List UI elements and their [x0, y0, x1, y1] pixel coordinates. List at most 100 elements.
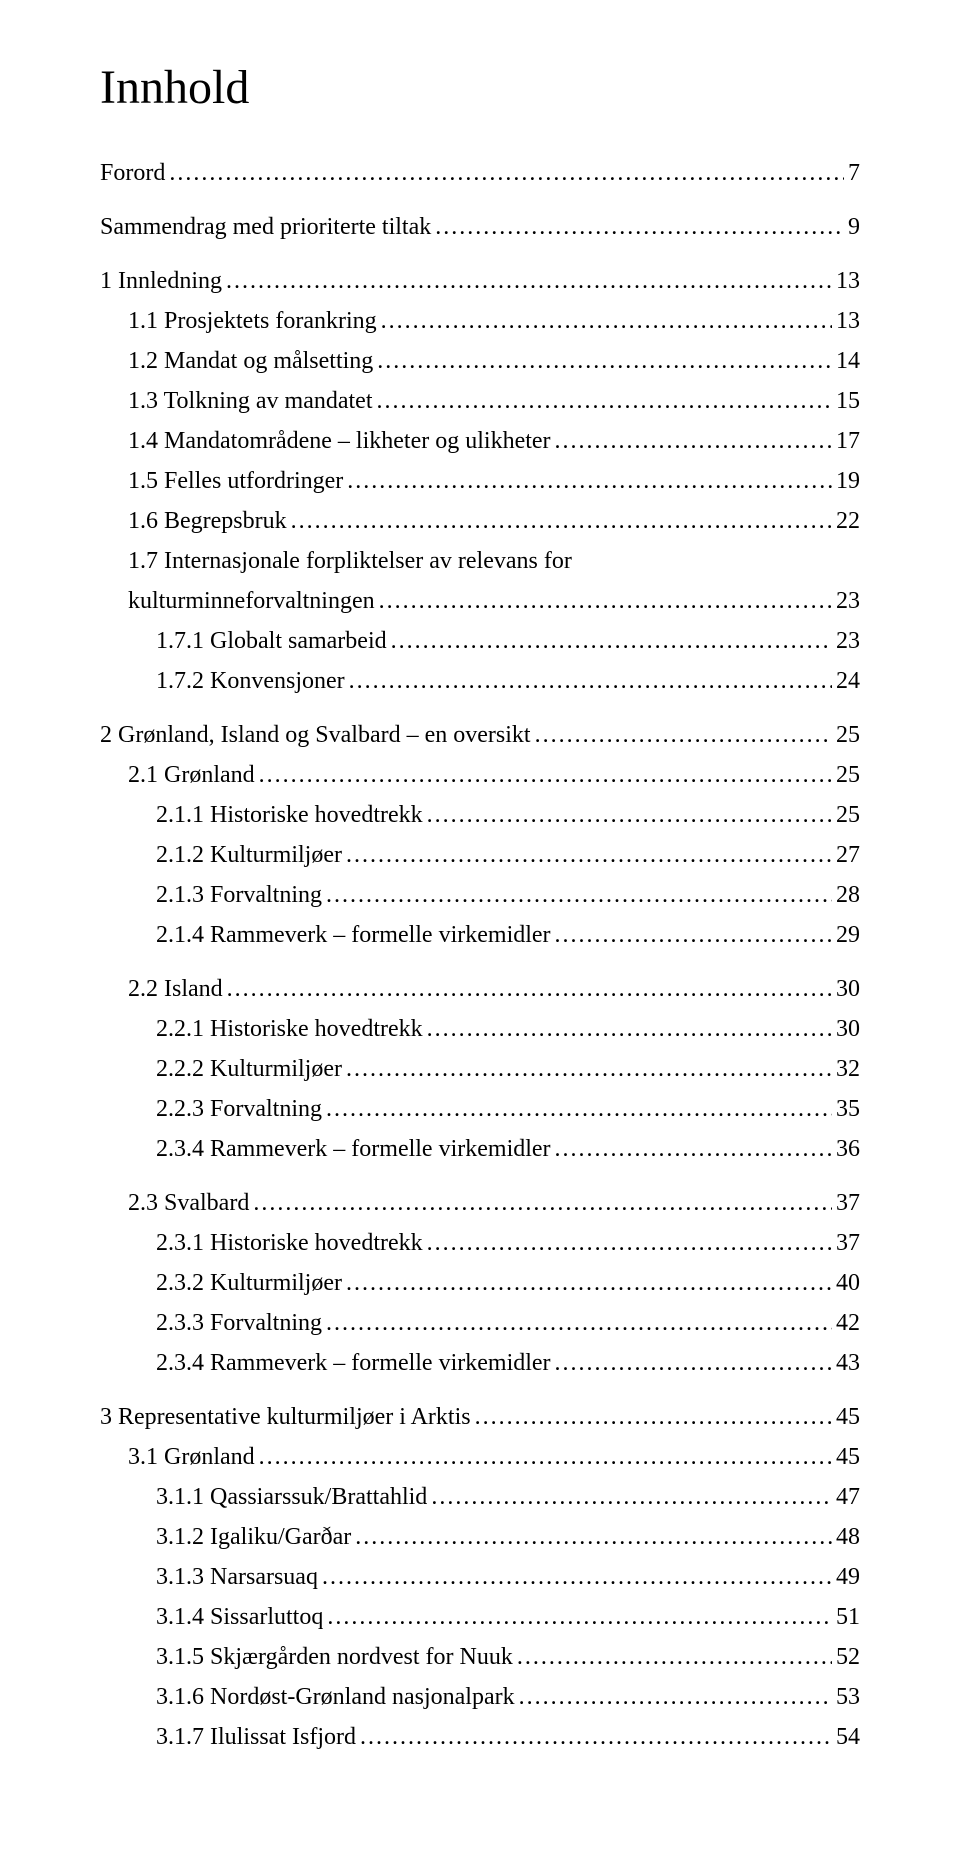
toc-leader-dots: [226, 263, 832, 299]
toc-entry: 2.1.1 Historiske hovedtrekk25: [156, 797, 860, 833]
toc-entry: 2.2.3 Forvaltning 35: [156, 1091, 860, 1127]
toc-entry-page: 52: [836, 1639, 860, 1675]
toc-leader-dots: [322, 1559, 832, 1595]
toc-entry-page: 36: [836, 1131, 860, 1167]
toc-entry: 2.1.4 Rammeverk – formelle virkemidler 29: [156, 917, 860, 953]
toc-entry-label: Sammendrag med prioriterte tiltak: [100, 209, 431, 245]
toc-entry: 1.5 Felles utfordringer19: [128, 463, 860, 499]
toc-entry-label: 2.1.2 Kulturmiljøer: [156, 837, 342, 873]
toc-leader-dots: [535, 717, 832, 753]
toc-entry-page: 23: [836, 583, 860, 619]
toc-entry-label: 1 Innledning: [100, 263, 222, 299]
toc-entry: 3.1.7 Ilulissat Isfjord54: [156, 1719, 860, 1755]
toc-leader-dots: [326, 1305, 832, 1341]
toc-entry-page: 43: [836, 1345, 860, 1381]
toc-entry-page: 32: [836, 1051, 860, 1087]
toc-entry: 2.3.4 Rammeverk – formelle virkemidler43: [156, 1345, 860, 1381]
toc-entry-label: 3.1.1 Qassiarssuk/Brattahlid: [156, 1479, 427, 1515]
toc-leader-dots: [517, 1639, 832, 1675]
table-of-contents: Forord7 Sammendrag med prioriterte tiltak…: [100, 155, 860, 1755]
toc-entry-label: 3.1.4 Sissarluttoq: [156, 1599, 323, 1635]
toc-entry: 3.1.6 Nordøst-Grønland nasjonalpark53: [156, 1679, 860, 1715]
toc-entry: 1.7.2 Konvensjoner24: [156, 663, 860, 699]
toc-entry: 3.1.3 Narsarsuaq 49: [156, 1559, 860, 1595]
toc-leader-dots: [427, 1011, 832, 1047]
toc-entry: kulturminneforvaltningen 23: [128, 583, 860, 619]
toc-leader-dots: [427, 797, 832, 833]
toc-leader-dots: [427, 1225, 832, 1261]
toc-leader-dots: [291, 503, 832, 539]
toc-entry: 2 Grønland, Island og Svalbard – en over…: [100, 717, 860, 753]
toc-entry-page: 35: [836, 1091, 860, 1127]
toc-entry: 3.1.2 Igaliku/Garðar48: [156, 1519, 860, 1555]
toc-entry-page: 24: [836, 663, 860, 699]
toc-entry-page: 51: [836, 1599, 860, 1635]
toc-entry: 3.1.1 Qassiarssuk/Brattahlid47: [156, 1479, 860, 1515]
toc-leader-dots: [169, 155, 844, 191]
toc-entry: 3 Representative kulturmiljøer i Arktis4…: [100, 1399, 860, 1435]
toc-entry-label: 2.3.1 Historiske hovedtrekk: [156, 1225, 423, 1261]
toc-entry: 2.3.3 Forvaltning42: [156, 1305, 860, 1341]
toc-entry-label: 1.6 Begrepsbruk: [128, 503, 287, 539]
toc-entry-page: 27: [836, 837, 860, 873]
toc-entry-page: 25: [836, 717, 860, 753]
toc-entry: 2.1.2 Kulturmiljøer 27: [156, 837, 860, 873]
toc-entry: 1.7.1 Globalt samarbeid23: [156, 623, 860, 659]
toc-entry-label: 3.1 Grønland: [128, 1439, 255, 1475]
toc-entry: 1 Innledning 13: [100, 263, 860, 299]
toc-entry-label: 3.1.2 Igaliku/Garðar: [156, 1519, 351, 1555]
document-page: Innhold Forord7 Sammendrag med prioritert…: [0, 0, 960, 1819]
toc-leader-dots: [555, 917, 832, 953]
toc-entry-label: 2.2 Island: [128, 971, 223, 1007]
toc-leader-dots: [253, 1185, 832, 1221]
toc-leader-dots: [377, 383, 833, 419]
toc-leader-dots: [346, 1265, 832, 1301]
toc-entry: 2.3.2 Kulturmiljøer40: [156, 1265, 860, 1301]
toc-entry-label: 2.3.4 Rammeverk – formelle virkemidler: [156, 1131, 551, 1167]
toc-leader-dots: [379, 583, 832, 619]
toc-entry-page: 13: [836, 263, 860, 299]
toc-entry: 2.1.3 Forvaltning28: [156, 877, 860, 913]
toc-entry: 2.1 Grønland25: [128, 757, 860, 793]
toc-entry: 2.2 Island30: [128, 971, 860, 1007]
toc-leader-dots: [259, 757, 832, 793]
toc-entry: 3.1.4 Sissarluttoq 51: [156, 1599, 860, 1635]
toc-entry-page: 25: [836, 797, 860, 833]
toc-leader-dots: [555, 423, 832, 459]
toc-entry-label: 2.1.4 Rammeverk – formelle virkemidler: [156, 917, 551, 953]
toc-entry-page: 54: [836, 1719, 860, 1755]
toc-leader-dots: [259, 1439, 832, 1475]
toc-entry-page: 9: [848, 209, 860, 245]
toc-entry-label: kulturminneforvaltningen: [128, 583, 375, 619]
toc-entry-page: 17: [836, 423, 860, 459]
toc-entry-page: 37: [836, 1225, 860, 1261]
toc-leader-dots: [360, 1719, 832, 1755]
toc-entry-page: 40: [836, 1265, 860, 1301]
toc-entry-label: 2.2.3 Forvaltning: [156, 1091, 322, 1127]
toc-entry-page: 15: [836, 383, 860, 419]
toc-leader-dots: [349, 663, 832, 699]
toc-entry-page: 30: [836, 1011, 860, 1047]
toc-entry: Forord7: [100, 155, 860, 191]
toc-entry-label: 3.1.3 Narsarsuaq: [156, 1559, 318, 1595]
toc-entry: 2.2.1 Historiske hovedtrekk30: [156, 1011, 860, 1047]
toc-leader-dots: [475, 1399, 832, 1435]
toc-leader-dots: [431, 1479, 832, 1515]
toc-entry-label: 2 Grønland, Island og Svalbard – en over…: [100, 717, 531, 753]
toc-entry-label: 1.3 Tolkning av mandatet: [128, 383, 373, 419]
toc-leader-dots: [346, 837, 832, 873]
toc-leader-dots: [355, 1519, 832, 1555]
toc-entry-page: 29: [836, 917, 860, 953]
toc-entry-page: 49: [836, 1559, 860, 1595]
toc-leader-dots: [377, 343, 832, 379]
toc-entry: 3.1 Grønland45: [128, 1439, 860, 1475]
page-title: Innhold: [100, 60, 860, 115]
toc-entry: 2.3 Svalbard37: [128, 1185, 860, 1221]
toc-entry-page: 45: [836, 1399, 860, 1435]
toc-entry-label: 1.5 Felles utfordringer: [128, 463, 343, 499]
toc-entry-page: 25: [836, 757, 860, 793]
toc-entry: 1.7 Internasjonale forpliktelser av rele…: [128, 543, 860, 579]
toc-leader-dots: [555, 1131, 832, 1167]
toc-leader-dots: [326, 877, 832, 913]
toc-entry-page: 22: [836, 503, 860, 539]
